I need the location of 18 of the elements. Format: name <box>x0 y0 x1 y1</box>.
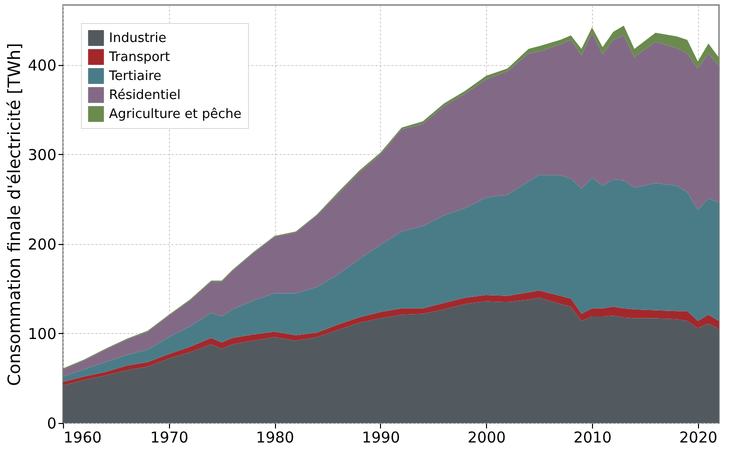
y-tick-label: 100 <box>28 324 56 343</box>
x-tick-label: 2020 <box>679 428 718 446</box>
legend-label: Industrie <box>109 31 166 46</box>
x-tick-label: 1970 <box>150 428 188 446</box>
y-axis-title: Consommation finale d'électricité [TWh] <box>4 43 25 386</box>
x-tick-label: 2010 <box>573 428 612 446</box>
x-tick-label: 1990 <box>362 428 400 446</box>
legend-label: Résidentiel <box>109 88 181 103</box>
y-tick-label: 300 <box>28 146 56 164</box>
x-tick-label: 2000 <box>468 428 506 446</box>
x-tick-label: 1980 <box>256 428 294 446</box>
x-tick-label: 1960 <box>64 428 102 446</box>
legend-label: Tertiaire <box>108 69 162 84</box>
y-tick-label: 200 <box>28 235 56 254</box>
y-tick-label: 400 <box>28 56 56 74</box>
legend-label: Transport <box>108 50 170 65</box>
legend-label: Agriculture et pêche <box>109 107 242 122</box>
y-tick-label: 0 <box>46 414 56 432</box>
